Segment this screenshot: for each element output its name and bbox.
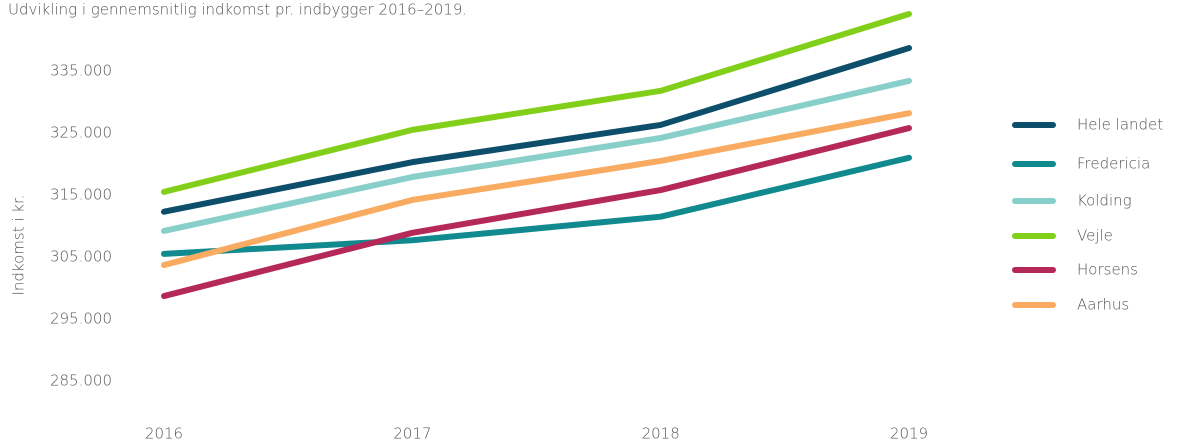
legend-label: Horsens [1077, 261, 1138, 279]
y-tick-label: 325.000 [50, 124, 112, 142]
legend-label: Vejle [1077, 227, 1113, 245]
series-line [161, 110, 912, 269]
y-tick-label: 335.000 [50, 62, 112, 80]
series-line [161, 154, 912, 257]
legend-label: Fredericia [1077, 155, 1150, 173]
y-tick-label: 295.000 [50, 310, 112, 328]
series-line [161, 77, 912, 234]
legend-label: Kolding [1077, 192, 1132, 210]
y-tick-label: 305.000 [50, 248, 112, 266]
y-tick-label: 315.000 [50, 186, 112, 204]
series-line [161, 125, 912, 300]
legend-label: Hele landet [1077, 116, 1163, 134]
series-line [161, 45, 912, 215]
x-tick-label: 2017 [393, 425, 431, 443]
x-tick-label: 2016 [145, 425, 183, 443]
chart-title: Udvikling i gennemsnitlig indkomst pr. i… [8, 1, 467, 19]
x-tick-label: 2018 [642, 425, 680, 443]
x-tick-label: 2019 [890, 425, 928, 443]
y-axis-label: Indkomst i kr. [10, 194, 28, 295]
series-line [161, 10, 912, 195]
legend-label: Aarhus [1077, 296, 1129, 314]
y-tick-label: 285.000 [50, 372, 112, 390]
